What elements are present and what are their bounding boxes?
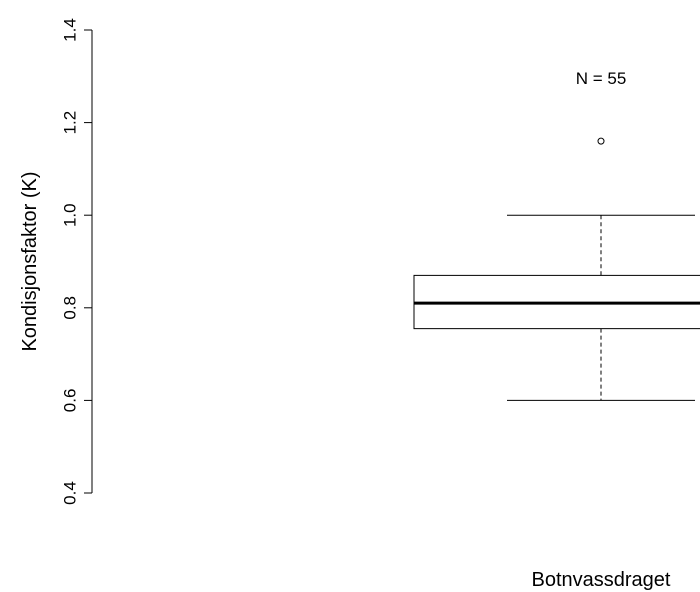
y-tick-label: 0.6 bbox=[61, 389, 80, 413]
box-group: N = 55 bbox=[413, 69, 700, 401]
y-tick-label: 1.4 bbox=[61, 18, 80, 42]
y-axis-ticks: 0.4 0.6 0.8 1.0 1.2 1.4 bbox=[61, 18, 92, 505]
y-tick-label: 1.2 bbox=[61, 111, 80, 135]
outlier-point bbox=[597, 137, 605, 145]
y-tick-label: 0.4 bbox=[61, 481, 80, 505]
y-tick-label: 0.8 bbox=[61, 296, 80, 320]
y-tick-label: 1.0 bbox=[61, 203, 80, 227]
box-item: N = 55 bbox=[413, 69, 700, 401]
x-category-label: Botnvassdraget bbox=[532, 569, 671, 591]
n-annotation: N = 55 bbox=[576, 69, 627, 88]
y-axis-title: Kondisjonsfaktor (K) bbox=[19, 171, 41, 351]
